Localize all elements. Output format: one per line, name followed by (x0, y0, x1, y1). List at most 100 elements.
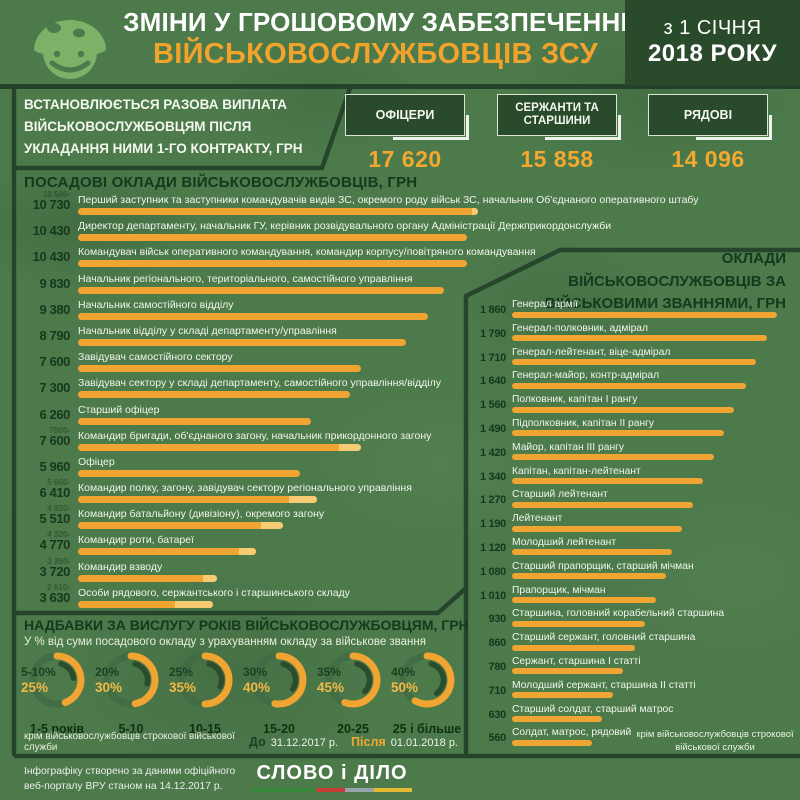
bonuses-title: НАДБАВКИ ЗА ВИСЛУГУ РОКІВ ВІЙСЬКОВОСЛУЖБ… (24, 617, 469, 633)
row-bar (78, 365, 362, 373)
row-label: Перший заступник та заступники командува… (78, 194, 699, 206)
row-value: 7 600 (39, 432, 70, 448)
gauge: 35% 45% 20-25 (316, 650, 390, 736)
row-bar (512, 739, 592, 746)
source-note-line1: Інфографіку створено за даними офіційног… (24, 766, 236, 777)
gauge-after-pct: 25% (21, 680, 49, 695)
gauge: 20% 30% 5-10 (94, 650, 168, 736)
row-value: 780 (488, 660, 507, 673)
row-value: 6 410 (39, 485, 70, 501)
gauge-donut-icon (251, 652, 307, 708)
left-chart-row: 4 320- 4 770 Командир роти, батареї (18, 529, 797, 559)
row-label: Командир бригади, об'єднаного загону, на… (78, 429, 432, 442)
row-range-label: 4 920- (47, 503, 70, 514)
logo-stripe (252, 788, 412, 792)
effective-date-line1: з 1 СІЧНЯ (663, 17, 762, 39)
gauge-donut-icon (325, 652, 381, 708)
row-value: 1 790 (479, 327, 506, 340)
left-chart-row: 7 600 Завідувач самостійного сектору (18, 350, 797, 376)
row-value: 4 770 (39, 537, 70, 553)
row-bar (78, 522, 284, 530)
gauge-donut-icon (29, 652, 85, 708)
row-bar (512, 335, 767, 342)
row-label: Особи рядового, сержантського і старшинс… (78, 586, 350, 599)
row-value: 9 380 (39, 301, 70, 317)
left-chart-row: 4 920- 5 510 Командир батальйону (дивізіон… (18, 503, 797, 533)
row-bar (78, 234, 467, 242)
row-value: 5 510 (39, 511, 70, 527)
row-bar (78, 443, 362, 451)
legend-before-label: До (249, 735, 266, 749)
right-chart-row: 860 Старший сержант, головний старшина (470, 632, 796, 656)
bonuses-footline: крім військовослужбовців строкової війсь… (24, 731, 458, 753)
left-chart-row: 9 830 Начальник регіонального, територіал… (18, 272, 797, 298)
gauge-before-pct: 40% (391, 665, 416, 679)
page-title-line1: ЗМІНИ У ГРОШОВОМУ ЗАБЕЗПЕЧЕННІ (123, 7, 628, 37)
left-chart-row: 9 380 Начальник самостійного відділу (18, 298, 797, 324)
row-value: 710 (488, 684, 507, 697)
logo-text: СЛОВО і ДІЛО (256, 762, 408, 784)
heading-line: УКЛАДАННЯ НИМИ 1-ГО КОНТРАКТУ, ГРН (24, 140, 303, 156)
row-bar (512, 359, 756, 366)
left-chart-row: 10 430 Директор департаменту, начальник Г… (18, 219, 797, 245)
row-label: Підполковник, капітан II рангу (512, 417, 655, 429)
row-bar-range-tip (338, 443, 362, 451)
source-note: Інфографіку створено за даними офіційног… (24, 764, 284, 795)
row-range-label: 4 320- (47, 529, 70, 540)
legend-after-label: Після (351, 735, 386, 749)
row-label: Молодший лейтенант (512, 536, 617, 548)
row-bar (512, 382, 746, 389)
row-value: 1 490 (479, 422, 506, 435)
row-label: Начальник відділу у складі департаменту/… (78, 324, 337, 337)
row-value: 10 430 (32, 249, 71, 265)
right-chart-row: 1 420 Майор, капітан III рангу (470, 442, 796, 466)
row-bar (78, 338, 406, 346)
row-bar (78, 208, 478, 215)
row-value: 1 340 (479, 470, 506, 483)
gauge-after-pct: 35% (169, 680, 197, 695)
source-note-line2: веб-порталу ВРУ станом на 14.12.2017 р. (24, 781, 223, 793)
row-bar (78, 548, 256, 556)
right-chart-row: 1 560 Полковник, капітан I рангу (470, 394, 796, 418)
gauge: 40% 50% 25 і більше (390, 650, 464, 736)
right-chart-row: 1 860 Генерал армії (470, 299, 796, 323)
gauge-after-pct: 50% (391, 680, 419, 695)
left-chart-title: ПОСАДОВІ ОКЛАДИ ВІЙСЬКОВОСЛУЖБОВЦІВ, ГРН (24, 174, 418, 191)
row-bar (78, 260, 467, 268)
gauge-before-pct: 25% (169, 665, 194, 679)
right-chart-row: 1 080 Старший прапорщик, старший мічман (470, 561, 796, 585)
row-label: Завідувач самостійного сектору (78, 351, 233, 364)
row-label: Начальник регіонального, територіального… (78, 272, 413, 285)
rank-category-box: СЕРЖАНТИ ТА СТАРШИНИ (497, 94, 621, 140)
row-label: Генерал-полковник, адмірал (512, 322, 649, 334)
row-bar (78, 600, 214, 608)
row-bar (512, 478, 703, 485)
row-bar (78, 391, 351, 399)
row-value: 1 270 (479, 494, 506, 507)
row-bar (512, 525, 682, 532)
row-label: Полковник, капітан I рангу (512, 394, 638, 406)
row-value: 1 080 (479, 565, 506, 578)
gauges: 5-10% 25% 1-5 років 20% 30% 5-10 25% 35% 10-15 30… (20, 650, 464, 736)
row-value: 1 710 (479, 351, 506, 364)
gauge-years-label: 20-25 (337, 722, 369, 736)
right-chart-rows: 1 860 Генерал армії 1 790 Генерал-полковник… (470, 299, 796, 751)
page-title-line2: ВІЙСЬКОВОСЛУЖБОВЦІВ ЗСУ (152, 37, 598, 70)
row-value: 1 860 (479, 304, 506, 316)
row-bar (512, 406, 735, 413)
row-label: Генерал армії (512, 299, 579, 310)
gauge-donut-icon (103, 652, 159, 708)
row-label: Старший прапорщик, старший мічман (512, 560, 694, 572)
row-label: Командир полку, загону, завідувач сектор… (78, 482, 412, 495)
row-range-label: 5 660- (47, 477, 70, 488)
row-value: 10 430 (32, 223, 71, 239)
row-value: 860 (488, 637, 507, 650)
row-label: Офіцер (78, 455, 115, 468)
gauge: 5-10% 25% 1-5 років (20, 650, 94, 736)
right-chart-row: 1 120 Молодший лейтенант (470, 537, 796, 561)
gauge: 25% 35% 10-15 (168, 650, 242, 736)
row-value: 1 010 (479, 589, 506, 602)
right-chart-row: 1 010 Прапорщик, мічман (470, 585, 796, 609)
heading-line: ВІЙСЬКОВОСЛУЖБОВЦЯМ ПІСЛЯ (24, 118, 252, 134)
